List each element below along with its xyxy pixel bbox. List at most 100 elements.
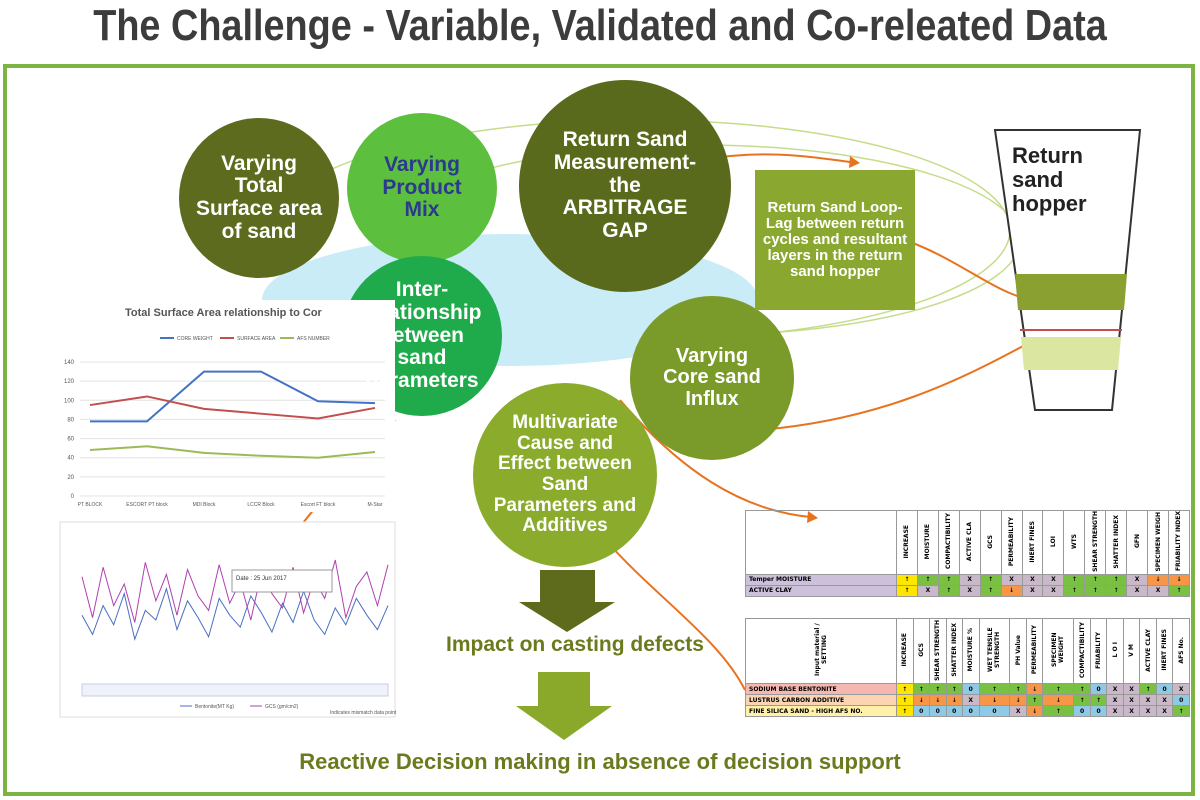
loop-box-label: Return Sand Loop-Lag between return cycl… <box>762 198 908 281</box>
impact-label: Impact on casting defects <box>446 632 704 656</box>
mini-chart: Total Surface Area relationship to Cor 0 2… <box>64 307 385 508</box>
header-label: WET TENSILE STRENGTH <box>987 627 1002 673</box>
cell: ↑ <box>896 573 918 586</box>
cell: X <box>1106 705 1124 717</box>
cell: ↑ <box>1084 573 1107 586</box>
down-arrow <box>519 570 615 632</box>
row-label: ACTIVE CLAY <box>745 584 897 597</box>
x-tick-label: PT BLOCK <box>78 502 103 508</box>
cell: ↑ <box>1084 584 1107 597</box>
header-row: Input material / SETTING INCREASE GCS SHEAR… <box>745 618 1190 684</box>
header-cell: Input material / SETTING <box>745 618 897 684</box>
node-label: Varying Core sand Influx <box>663 344 761 410</box>
header-label: Input material / SETTING <box>814 623 828 677</box>
cell: ↑ <box>937 584 960 597</box>
x-tick-label: M-Star <box>368 502 383 508</box>
cell: 0 <box>1073 705 1091 717</box>
x-tick-label: ESCORT PT block <box>126 502 168 508</box>
header-cell: V M <box>1122 618 1141 684</box>
hopper-layer <box>1021 337 1121 370</box>
header-label: V M <box>1128 643 1136 657</box>
header-label: COMPACTIBILITY <box>945 513 953 570</box>
cell: X <box>1155 694 1174 706</box>
cell: ↓ <box>912 694 930 706</box>
header-cell: INERT FINES <box>1155 618 1174 684</box>
row: LUSTRUS CARBON ADDITIVE ↑ ↓ ↓ ↓ X ↓ ↓ ↑ ↓ ↑ ↑ X X X X 0 <box>745 694 1190 706</box>
row-label: Temper MOISTURE <box>745 573 897 586</box>
cell: ↑ <box>1105 584 1128 597</box>
header-label: SPECIMEN WEIGH <box>1154 511 1162 572</box>
y-tick-label: 100 <box>64 398 75 404</box>
down-arrow <box>516 672 612 740</box>
header-label: INCREASE <box>901 633 909 667</box>
header-cell: GFN <box>1126 510 1149 575</box>
node-circle <box>179 118 339 278</box>
cell: ↓ <box>1025 683 1044 695</box>
header-cell: ACTIVE CLA <box>958 510 981 575</box>
legend-label: Bentonite(MT Kg) <box>195 704 234 710</box>
header-label: INERT FINES <box>1028 520 1036 563</box>
row: Temper MOISTURE ↑ ↑ ↑ X ↑ X X X ↑ ↑ ↑ X ↓ ↓ <box>745 573 1191 586</box>
cell: ↑ <box>1009 683 1027 695</box>
legend-label: GCS (gm/cm2) <box>265 704 299 710</box>
tooltip-label: Date : 25 Jun 2017 <box>236 576 287 582</box>
header-cell: L O I <box>1106 618 1124 684</box>
cell: 0 <box>929 705 947 717</box>
header-cell: SPECIMEN WEIGH <box>1147 510 1169 575</box>
tooltip-box <box>231 569 333 593</box>
cell: X <box>1139 694 1157 706</box>
x-tick-label: MDI Block <box>193 502 216 508</box>
node-label: Multivariate Cause and Effect between Sa… <box>493 412 637 537</box>
cell: X <box>916 584 939 597</box>
node-label: Varying Total Surface area of sand <box>195 151 323 243</box>
header-label: COMPACTIBILITY <box>1078 622 1086 678</box>
ts-chart: Bentonite(MT Kg) GCS (gm/cm2) Date : 25 Ju… <box>81 559 397 716</box>
header-label: PERMEABILITY <box>1008 516 1016 567</box>
cell: 0 <box>1089 705 1108 717</box>
node-circle <box>630 296 794 460</box>
cell: X <box>1122 705 1141 717</box>
node-circle <box>347 113 497 263</box>
mini-chart-bg <box>60 300 395 512</box>
header-cell: PERMEABILITY <box>1025 618 1044 684</box>
cell: ↓ <box>1147 573 1169 586</box>
y-tick-label: 120 <box>64 379 75 385</box>
row: FINE SILICA SAND - HIGH AFS NO. ↑ 0 0 0 0 0 X ↓ ↑… <box>745 705 1190 717</box>
cell: ↓ <box>1009 694 1027 706</box>
cell: 0 <box>962 683 980 695</box>
header-cell: SHATTER INDEX <box>1105 510 1128 575</box>
row-label: SODIUM BASE BENTONITE <box>745 683 897 695</box>
cell: ↑ <box>1172 705 1190 717</box>
cell: ↑ <box>1139 683 1157 695</box>
series-line <box>89 395 376 420</box>
header-cell: MOISTURE <box>916 510 939 575</box>
cell: 0 <box>1155 683 1174 695</box>
legend-label: AFS NUMBER <box>297 336 330 342</box>
legend-label: CORE WEIGHT <box>177 336 213 342</box>
cell: X <box>1042 584 1065 597</box>
y-tick-label: 20 <box>67 475 74 481</box>
header-label: INCREASE <box>903 524 911 559</box>
cell: 0 <box>912 705 930 717</box>
header-cell: WTS <box>1063 510 1086 575</box>
header-label: INERT FINES <box>1161 629 1169 671</box>
cell: X <box>1009 705 1027 717</box>
cell: ↑ <box>945 683 963 695</box>
cell: ↑ <box>912 683 930 695</box>
header-label: PH Value <box>1014 634 1022 666</box>
mini-chart-title: Total Surface Area relationship to Cor <box>125 307 323 319</box>
header-label: WTS <box>1070 533 1078 549</box>
cell: ↑ <box>1042 705 1075 717</box>
header-label: GFN <box>1133 534 1141 549</box>
cell: ↓ <box>945 694 963 706</box>
header-label: MOISTURE <box>924 523 932 560</box>
cell: X <box>1147 584 1169 597</box>
header-label: LOI <box>1049 535 1057 547</box>
title: The Challenge - Variable, Validated and … <box>93 1 1107 51</box>
cell: X <box>962 694 980 706</box>
cell: ↑ <box>1089 694 1108 706</box>
decision-label: Reactive Decision making in absence of d… <box>299 749 901 775</box>
header-cell: SPECIMEN WEIGHT <box>1042 618 1075 684</box>
header-cell: MOISTURE % <box>962 618 980 684</box>
cell: ↑ <box>916 573 939 586</box>
